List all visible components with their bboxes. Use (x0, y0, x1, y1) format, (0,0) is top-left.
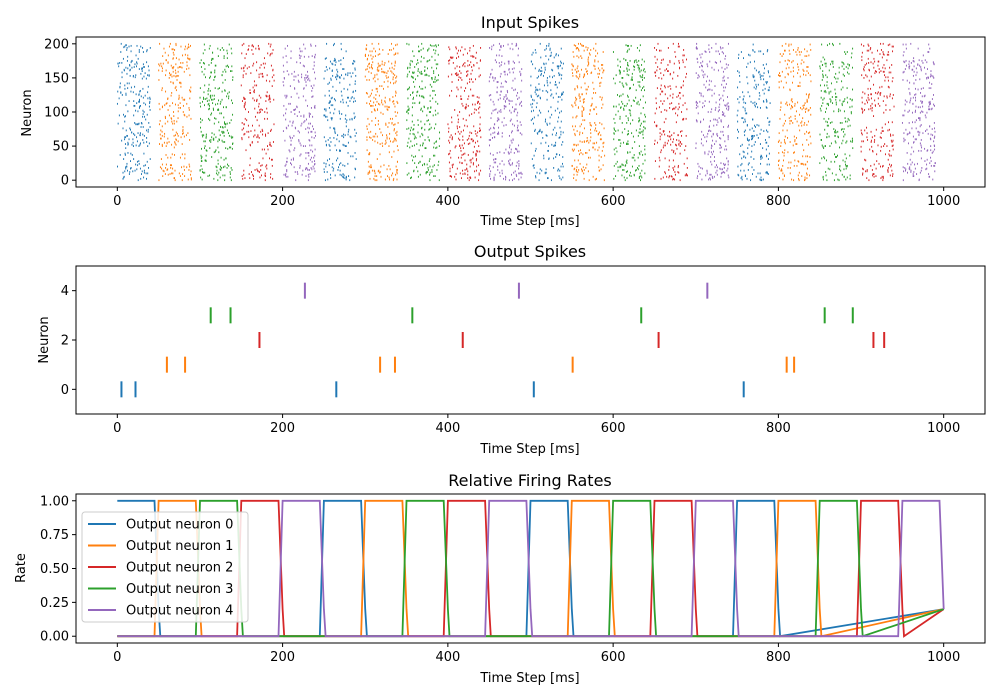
output-spikes-ytick-label: 4 (61, 284, 69, 299)
input-spikes-ytick-label: 150 (44, 71, 69, 86)
output-spikes-xtick-label: 1000 (927, 421, 960, 436)
input-spikes-xtick-label: 1000 (927, 194, 960, 209)
firing-rates-ytick-label: 0.00 (40, 630, 69, 645)
output-spikes-ytick-label: 0 (61, 383, 69, 398)
firing-rates-xtick-label: 200 (270, 650, 295, 665)
input-spikes-ytick-label: 100 (44, 106, 69, 121)
firing-rates-ytick-label: 0.75 (40, 528, 69, 543)
output-spikes-panel: Output Spikes 0 200 400 600 800 1000 0 2 4 Time … (37, 242, 986, 457)
legend-entry: Output neuron 3 (126, 582, 233, 597)
output-spikes-xtick-label: 400 (435, 421, 460, 436)
output-spikes-ylabel: Neuron (37, 316, 52, 363)
legend: Output neuron 0 Output neuron 1 Output neu… (81, 511, 249, 623)
firing-rates-xtick-label: 800 (766, 650, 791, 665)
output-spikes-xtick-label: 800 (766, 421, 791, 436)
output-spikes-ytick-label: 2 (61, 334, 69, 349)
input-spikes-ytick-label: 200 (44, 37, 69, 52)
firing-rates-panel: Relative Firing Rates 0 200 400 600 800 1000 0… (14, 471, 986, 686)
output-spikes-xtick-label: 0 (113, 421, 121, 436)
rate-line-neuron-4 (117, 499, 945, 638)
input-spikes-panel: Input Spikes 0 200 400 600 800 1000 0 50 100 150 2… (20, 13, 986, 229)
legend-box (81, 511, 249, 623)
input-spikes-xlabel: Time Step [ms] (479, 214, 579, 229)
legend-entry: Output neuron 4 (126, 604, 233, 619)
firing-rates-ytick-label: 1.00 (40, 494, 69, 509)
output-spikes-frame (75, 265, 986, 415)
input-spikes-xtick-label: 0 (113, 194, 121, 209)
input-spikes-xtick-label: 200 (270, 194, 295, 209)
firing-rates-xtick-label: 600 (601, 650, 626, 665)
input-spikes-xtick-label: 600 (601, 194, 626, 209)
input-spikes-ytick-label: 50 (52, 140, 69, 155)
legend-entry: Output neuron 2 (126, 561, 233, 576)
output-spikes-xlabel: Time Step [ms] (479, 442, 579, 457)
input-spikes-title: Input Spikes (481, 13, 579, 32)
legend-entry: Output neuron 0 (126, 518, 233, 533)
firing-rates-title: Relative Firing Rates (448, 471, 612, 490)
input-spikes-xtick-label: 800 (766, 194, 791, 209)
firing-rates-xtick-label: 1000 (927, 650, 960, 665)
firing-rates-ytick-label: 0.50 (40, 562, 69, 577)
firing-rates-ytick-label: 0.25 (40, 596, 69, 611)
input-spikes-ytick-label: 0 (61, 174, 69, 189)
output-spikes-xtick-label: 200 (270, 421, 295, 436)
firing-rates-ylabel: Rate (14, 553, 29, 583)
input-spikes-ylabel: Neuron (20, 89, 35, 136)
firing-rates-xtick-label: 0 (113, 650, 121, 665)
firing-rates-xtick-label: 400 (435, 650, 460, 665)
output-spikes-title: Output Spikes (474, 242, 586, 261)
output-spike-marks (120, 282, 886, 398)
legend-entry: Output neuron 1 (126, 539, 233, 554)
input-spikes-xtick-label: 400 (435, 194, 460, 209)
input-spike-marks (116, 42, 936, 182)
firing-rates-xlabel: Time Step [ms] (479, 671, 579, 686)
output-spikes-xtick-label: 600 (601, 421, 626, 436)
